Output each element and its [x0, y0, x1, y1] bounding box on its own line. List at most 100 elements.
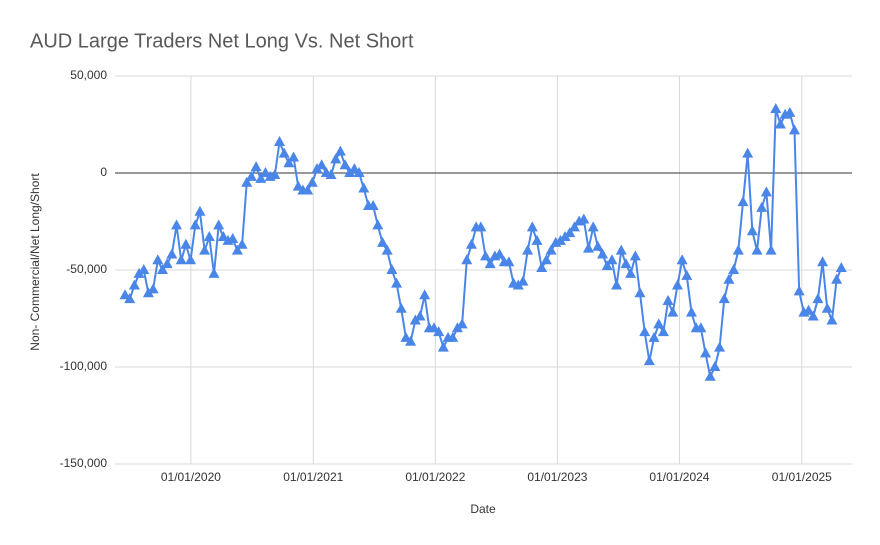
data-point: [718, 293, 730, 304]
data-point: [564, 227, 576, 238]
data-point: [784, 106, 796, 117]
data-point: [568, 221, 580, 232]
data-point: [615, 244, 627, 255]
data-point: [437, 341, 449, 352]
data-point: [241, 176, 253, 187]
data-point: [124, 293, 136, 304]
data-point: [330, 153, 342, 164]
data-point: [620, 258, 632, 269]
data-point: [339, 159, 351, 170]
data-point: [531, 234, 543, 245]
data-point: [737, 196, 749, 207]
data-point: [751, 244, 763, 255]
data-point: [447, 331, 459, 342]
data-point: [793, 285, 805, 296]
data-point: [526, 221, 538, 232]
y-tick-label: 50,000: [70, 68, 107, 82]
data-point: [306, 176, 318, 187]
x-tick-label: 01/01/2023: [527, 470, 587, 484]
data-point: [484, 258, 496, 269]
data-point: [643, 355, 655, 366]
data-point: [704, 370, 716, 381]
data-point: [185, 254, 197, 265]
data-point: [128, 279, 140, 290]
data-point: [456, 318, 468, 329]
data-point: [461, 254, 473, 265]
data-point: [288, 151, 300, 162]
data-point: [180, 238, 192, 249]
data-point: [316, 159, 328, 170]
data-point: [250, 161, 262, 172]
data-point: [171, 219, 183, 230]
data-point: [634, 287, 646, 298]
data-point: [231, 244, 243, 255]
data-point: [494, 248, 506, 259]
data-point: [381, 244, 393, 255]
data-point: [283, 157, 295, 168]
x-tick-label: 01/01/2025: [772, 470, 832, 484]
data-point: [714, 341, 726, 352]
y-tick-label: -50,000: [66, 262, 107, 276]
data-point: [353, 167, 365, 177]
data-point: [278, 147, 290, 158]
data-point: [587, 221, 599, 232]
data-point: [826, 314, 838, 325]
data-point: [325, 168, 337, 179]
data-point: [817, 256, 829, 267]
data-point: [367, 199, 379, 210]
data-point: [274, 135, 286, 146]
data-point: [653, 318, 665, 329]
data-point: [208, 267, 220, 278]
data-point: [414, 310, 426, 321]
data-point: [236, 238, 248, 249]
data-point: [685, 306, 697, 317]
data-point: [774, 118, 786, 129]
data-point: [255, 172, 267, 183]
data-point: [601, 260, 613, 271]
data-point: [302, 184, 314, 195]
data-point: [812, 293, 824, 304]
data-point: [536, 262, 548, 273]
data-point: [194, 205, 206, 216]
data-point: [709, 361, 721, 371]
data-point: [700, 347, 712, 358]
data-point: [756, 201, 768, 212]
data-point: [395, 302, 407, 313]
data-point: [662, 295, 674, 306]
x-axis-label: Date: [470, 502, 496, 516]
data-point: [639, 326, 651, 337]
data-point: [746, 225, 758, 236]
data-point: [465, 238, 477, 249]
data-point: [517, 275, 529, 286]
data-point: [788, 124, 800, 135]
data-point: [189, 219, 201, 230]
data-point: [405, 335, 417, 346]
data-point: [681, 269, 693, 280]
data-point: [625, 267, 637, 278]
data-point: [213, 219, 225, 230]
y-axis-label: Non- Commercial/Net Long/Short: [28, 173, 42, 351]
data-point: [227, 232, 239, 243]
chart-title: AUD Large Traders Net Long Vs. Net Short: [30, 30, 414, 52]
data-point: [475, 221, 487, 232]
data-point: [540, 254, 552, 265]
data-point: [161, 258, 173, 269]
data-point: [503, 256, 515, 267]
data-point: [629, 250, 641, 261]
data-point: [391, 277, 403, 288]
data-point: [545, 244, 557, 255]
data-point: [807, 310, 819, 321]
data-point: [433, 326, 445, 337]
y-tick-label: 0: [100, 165, 107, 179]
data-point: [835, 262, 847, 273]
data-point: [245, 170, 257, 181]
data-point: [671, 279, 683, 290]
data-point: [831, 273, 843, 284]
data-point: [358, 182, 370, 193]
y-tick-label: -150,000: [60, 456, 108, 470]
data-point: [582, 242, 594, 253]
data-point: [147, 283, 159, 294]
data-point: [657, 326, 669, 337]
data-point: [760, 186, 772, 197]
